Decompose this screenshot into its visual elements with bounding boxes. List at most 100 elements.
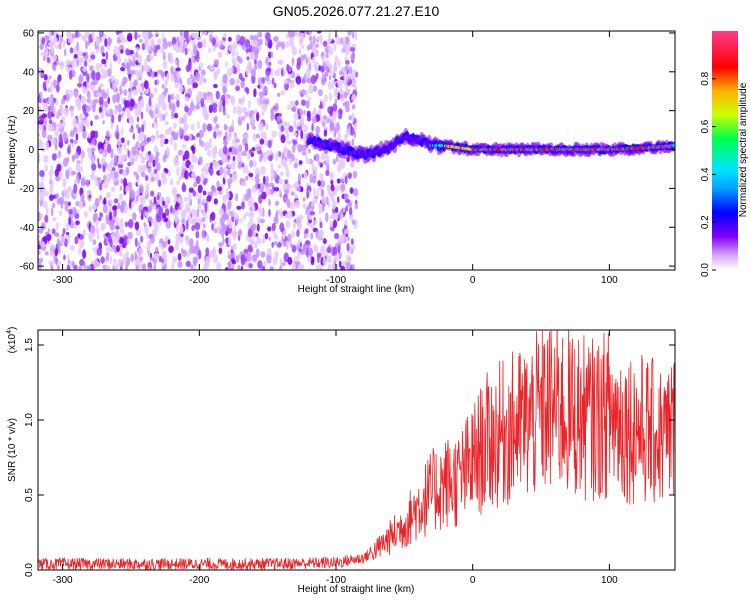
noise-cell	[261, 111, 265, 116]
colorbar: 0.0 0.2 0.4 0.6 0.8 Normalized spectral ampl…	[700, 31, 749, 277]
noise-cell	[338, 210, 342, 218]
noise-cell	[257, 237, 262, 245]
noise-cell	[245, 211, 250, 217]
noise-cell	[304, 240, 311, 246]
snr-series-line	[38, 330, 675, 570]
noise-cell	[98, 217, 102, 222]
noise-cell	[178, 205, 181, 211]
noise-cell	[196, 209, 200, 218]
noise-cell	[126, 112, 131, 119]
noise-cell	[343, 193, 349, 200]
spectrogram-y-label: Frequency (Hz)	[7, 116, 18, 185]
noise-cell	[317, 254, 320, 264]
noise-cell	[117, 146, 123, 155]
noise-cell	[264, 40, 268, 46]
noise-cell	[38, 257, 44, 263]
noise-cell	[251, 117, 255, 125]
noise-cell	[87, 90, 90, 99]
noise-cell	[301, 151, 307, 156]
noise-cell	[72, 206, 77, 216]
noise-cell	[90, 54, 96, 60]
noise-cell	[333, 74, 337, 79]
noise-cell	[86, 73, 90, 83]
noise-cell	[64, 202, 69, 212]
noise-cell	[120, 200, 127, 207]
noise-cell	[55, 232, 60, 238]
noise-cell	[326, 196, 329, 206]
noise-cell	[68, 208, 73, 215]
noise-cell	[318, 202, 322, 209]
noise-cell	[113, 208, 117, 218]
noise-cell	[257, 260, 263, 269]
noise-cell	[228, 220, 233, 229]
noise-cell	[201, 198, 207, 204]
noise-cell	[169, 136, 174, 146]
noise-cell	[285, 240, 289, 250]
noise-cell	[38, 228, 43, 234]
noise-cell	[282, 183, 288, 191]
noise-cell	[198, 62, 204, 69]
noise-cell	[311, 175, 317, 184]
noise-cell	[109, 255, 113, 265]
noise-cell	[227, 200, 232, 210]
noise-cell	[240, 256, 246, 266]
noise-cell	[96, 91, 102, 98]
noise-cell	[338, 58, 341, 68]
noise-cell	[50, 126, 54, 132]
noise-cell	[49, 245, 55, 249]
noise-cell	[175, 240, 179, 251]
noise-cell	[167, 171, 172, 177]
noise-cell	[139, 38, 143, 43]
noise-cell	[351, 93, 357, 101]
noise-cell	[49, 84, 53, 93]
noise-cell	[55, 193, 59, 199]
noise-cell	[112, 82, 117, 93]
noise-cell	[231, 51, 236, 57]
noise-cell	[300, 89, 306, 96]
noise-cell	[135, 173, 139, 180]
noise-cell	[331, 212, 335, 219]
noise-cell	[161, 252, 165, 260]
noise-cell	[74, 236, 79, 245]
noise-cell	[285, 41, 290, 48]
noise-cell	[313, 187, 316, 197]
noise-cell	[306, 77, 312, 84]
noise-cell	[242, 195, 246, 201]
noise-cell	[62, 178, 67, 188]
noise-cell	[344, 219, 348, 226]
noise-cell	[298, 48, 302, 56]
noise-cell	[132, 212, 137, 221]
noise-cell	[306, 157, 312, 165]
noise-cell	[199, 193, 202, 203]
noise-cell	[89, 224, 95, 234]
noise-cell	[101, 58, 107, 65]
noise-cell	[175, 93, 180, 103]
noise-cell	[112, 244, 117, 251]
noise-cell	[40, 52, 45, 57]
noise-cell	[157, 69, 163, 74]
noise-cell	[307, 97, 312, 102]
noise-cell	[86, 147, 92, 153]
noise-cell	[287, 210, 293, 220]
noise-cell	[120, 226, 125, 235]
noise-cell	[316, 31, 322, 34]
noise-cell	[203, 31, 207, 36]
noise-cell	[141, 124, 145, 133]
noise-cell	[107, 109, 111, 115]
noise-cell	[134, 221, 140, 231]
noise-cell	[347, 31, 352, 36]
noise-cell	[182, 182, 186, 192]
noise-cell	[53, 54, 57, 61]
noise-cell	[161, 84, 165, 89]
noise-cell	[91, 138, 95, 146]
noise-cell	[123, 38, 128, 43]
noise-cell	[197, 249, 202, 260]
noise-cell	[189, 217, 194, 224]
noise-cell	[104, 265, 111, 270]
noise-cell	[150, 266, 155, 270]
noise-cell	[198, 129, 204, 139]
noise-cell	[205, 162, 211, 168]
noise-cell	[177, 149, 184, 156]
noise-cell	[97, 176, 101, 187]
noise-cell	[283, 121, 288, 127]
